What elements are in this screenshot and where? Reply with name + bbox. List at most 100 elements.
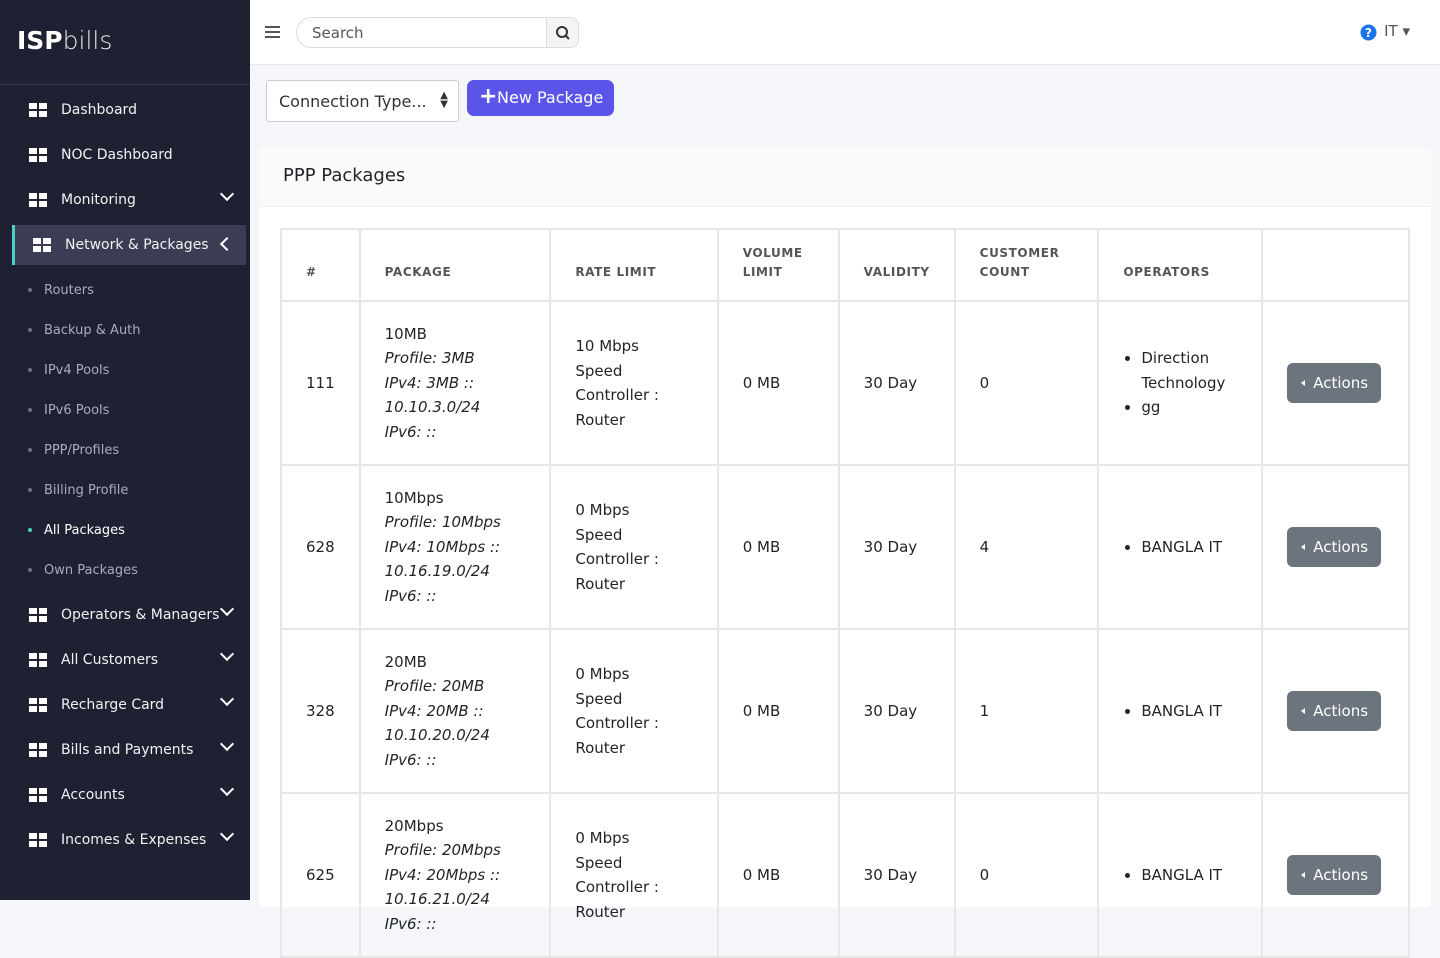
sub-nav-item[interactable]: Billing Profile [0,470,250,510]
table-row: 625 20Mbps Profile: 20Mbps IPv4: 20Mbps :: … [280,792,1410,958]
column-header: OPERATORS [1097,228,1264,302]
cell-operators: BANGLA IT [1097,792,1264,958]
language: IT [1384,22,1398,40]
operator: gg [1141,395,1237,420]
table-body: 111 10MB Profile: 3MB IPv4: 3MB :: 10.10.3.… [280,300,1410,958]
table-row: 111 10MB Profile: 3MB IPv4: 3MB :: 10.10.3.… [280,300,1410,466]
cell-operators: BANGLA IT [1097,628,1264,794]
actions-button[interactable]: Actions [1287,854,1382,896]
cell-validity: 30 Day [837,628,956,794]
nav-item[interactable]: Network & Packages [12,225,246,265]
nav-item[interactable]: Bills and Payments [12,730,246,770]
package-name: 10Mbps [384,488,444,507]
topbar: Search ? IT ▾ [250,0,1440,65]
package-name: 10MB [384,324,427,343]
cell-rate-limit: 10 Mbps Speed Controller : Router [549,300,719,466]
cell-volume: 0 MB [716,300,840,466]
column-header: VALIDITY [837,228,956,302]
new-package-button[interactable]: + New Package [467,80,614,116]
operator-list: BANGLA IT [1123,863,1237,888]
actions-button[interactable]: Actions [1287,690,1382,732]
actions-button[interactable]: Actions [1287,526,1382,568]
nav-item[interactable]: All Customers [12,640,246,680]
cell-package: 20Mbps Profile: 20Mbps IPv4: 20Mbps :: 10.… [358,792,552,958]
chevron [219,826,235,842]
nav-item[interactable]: Monitoring [12,180,246,220]
nav-label: Bills and Payments [61,742,194,758]
package-name: 20Mbps [384,816,444,835]
column-header: RATE LIMIT [549,228,719,302]
sub-nav-item[interactable]: Routers [0,270,250,310]
cell-volume: 0 MB [716,628,840,794]
chevron [219,646,235,662]
column-header [1261,228,1410,302]
button-text: New Package [497,88,604,107]
packages-table: # PACKAGE RATE LIMIT VOLUME LIMIT VALIDITY CU… [280,228,1410,958]
column-header: CUSTOMER COUNT [953,228,1100,302]
operator-list: BANGLA IT [1123,699,1237,724]
sub-nav-item[interactable]: Own Packages [0,550,250,590]
cell-package: 20MB Profile: 20MB IPv4: 20MB :: 10.10.20.… [358,628,552,794]
cell-id: 625 [280,792,361,958]
package-ipv4: IPv4: 3MB :: 10.10.3.0/24 [384,373,481,417]
sub-nav-item[interactable]: PPP/Profiles [0,430,250,470]
nav-label: All Customers [61,652,159,668]
package-ipv4: IPv4: 10Mbps :: 10.16.19.0/24 [384,537,501,581]
nav-item[interactable]: Operators & Managers [12,595,246,635]
cell-actions: Actions [1261,628,1410,794]
svg-text:?: ? [1365,26,1372,40]
nav-label: Operators & Managers [61,607,220,623]
sub-nav-item[interactable]: IPv6 Pools [0,390,250,430]
nav-item[interactable]: Recharge Card [12,685,246,725]
cell-validity: 30 Day [837,300,956,466]
sidebar: ISPbills Dashboard NOC Dashboard Monitorin… [0,0,250,900]
nav-label: Monitoring [61,192,136,208]
page: ISPbills Dashboard NOC Dashboard Monitorin… [0,0,1440,900]
cell-operators: BANGLA IT [1097,464,1264,630]
nav-label: Recharge Card [61,697,165,713]
operator: BANGLA IT [1141,863,1237,888]
search-input[interactable]: Search [296,17,548,48]
language-menu[interactable]: IT ▾ [1384,22,1410,40]
cell-rate-limit: 0 Mbps Speed Controller : Router [549,792,719,958]
brand[interactable]: ISPbills [0,0,250,85]
cell-customers: 0 [953,300,1100,466]
cell-actions: Actions [1261,464,1410,630]
operator: BANGLA IT [1141,699,1237,724]
package-profile: Profile: 10Mbps [384,513,501,532]
nav-item[interactable]: Dashboard [12,90,246,130]
cell-actions: Actions [1261,792,1410,958]
package-name: 20MB [384,652,427,671]
package-ipv6: IPv6: :: [384,586,437,605]
sub-nav-item[interactable]: All Packages [0,510,250,550]
header-row: # PACKAGE RATE LIMIT VOLUME LIMIT VALIDITY CU… [280,228,1410,302]
menu-icon[interactable] [265,25,281,39]
brand-light: bills [62,26,113,55]
package-ipv6: IPv6: :: [384,422,437,441]
chevron [219,601,235,617]
operator-list: Direction Technologygg [1123,346,1237,420]
package-ipv4: IPv4: 20MB :: 10.10.20.0/24 [384,701,490,745]
cell-customers: 4 [953,464,1100,630]
nav-label: NOC Dashboard [61,147,173,163]
card-header: PPP Packages [259,147,1431,207]
column-header: VOLUME LIMIT [716,228,840,302]
actions-button[interactable]: Actions [1287,362,1382,404]
table-row: 328 20MB Profile: 20MB IPv4: 20MB :: 10.10.… [280,628,1410,794]
operator: Direction Technology [1141,346,1237,395]
nav-item[interactable]: Accounts [12,775,246,815]
column-header: # [280,228,361,302]
sub-nav-item[interactable]: Backup & Auth [0,310,250,350]
sub-nav-item[interactable]: IPv4 Pools [0,350,250,390]
cell-id: 328 [280,628,361,794]
nav-item[interactable]: Incomes & Expenses [12,820,246,860]
package-profile: Profile: 3MB [384,349,475,368]
cell-validity: 30 Day [837,792,956,958]
connection-select[interactable]: Connection Type... ▲ ▼ [266,80,459,122]
nav-item[interactable]: NOC Dashboard [12,135,246,175]
cell-actions: Actions [1261,300,1410,466]
search-button[interactable] [546,17,579,48]
help-icon[interactable]: ? [1360,24,1377,41]
